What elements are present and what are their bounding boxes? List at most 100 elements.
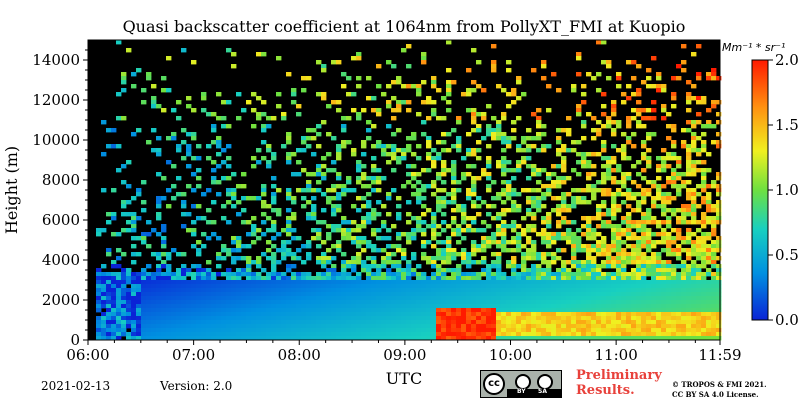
heatmap-cell xyxy=(501,112,507,117)
heatmap-cell xyxy=(591,172,597,177)
heatmap-cell xyxy=(716,220,722,225)
heatmap-cell xyxy=(711,328,717,333)
heatmap-cell xyxy=(596,212,602,217)
heatmap-cell xyxy=(531,300,537,305)
heatmap-cell xyxy=(536,272,542,277)
heatmap-cell xyxy=(441,188,447,193)
heatmap-cell xyxy=(481,304,487,309)
heatmap-cell xyxy=(376,296,382,301)
heatmap-cell xyxy=(481,332,487,337)
heatmap-cell xyxy=(156,264,162,269)
heatmap-cell xyxy=(361,220,367,225)
heatmap-cell xyxy=(201,296,207,301)
heatmap-cell xyxy=(611,324,617,329)
heatmap-cell xyxy=(321,324,327,329)
heatmap-cell xyxy=(356,272,362,277)
heatmap-cell xyxy=(536,292,542,297)
heatmap-cell xyxy=(416,112,422,117)
heatmap-cell xyxy=(106,248,112,253)
heatmap-cell xyxy=(606,212,612,217)
heatmap-cell xyxy=(206,288,212,293)
heatmap-cell xyxy=(271,116,277,121)
heatmap-cell xyxy=(246,336,252,341)
heatmap-cell xyxy=(331,332,337,337)
heatmap-cells xyxy=(96,40,722,341)
heatmap-cell xyxy=(521,296,527,301)
heatmap-cell xyxy=(426,280,432,285)
heatmap-cell xyxy=(331,100,337,105)
heatmap-cell xyxy=(191,320,197,325)
heatmap-cell xyxy=(496,300,502,305)
heatmap-cell xyxy=(716,332,722,337)
heatmap-cell xyxy=(511,316,517,321)
heatmap-cell xyxy=(701,220,707,225)
heatmap-cell xyxy=(251,260,257,265)
heatmap-cell xyxy=(396,308,402,313)
heatmap-cell xyxy=(666,296,672,301)
heatmap-cell xyxy=(426,184,432,189)
heatmap-cell xyxy=(206,336,212,341)
heatmap-cell xyxy=(266,328,272,333)
heatmap-cell xyxy=(476,328,482,333)
heatmap-cell xyxy=(406,212,412,217)
heatmap-cell xyxy=(331,336,337,341)
heatmap-cell xyxy=(681,204,687,209)
heatmap-cell xyxy=(441,160,447,165)
heatmap-cell xyxy=(466,192,472,197)
heatmap-cell xyxy=(536,336,542,341)
heatmap-cell xyxy=(461,156,467,161)
heatmap-cell xyxy=(496,268,502,273)
heatmap-cell xyxy=(151,312,157,317)
heatmap-cell xyxy=(516,240,522,245)
heatmap-cell xyxy=(476,60,482,65)
heatmap-cell xyxy=(501,272,507,277)
heatmap-cell xyxy=(391,272,397,277)
heatmap-cell xyxy=(141,296,147,301)
heatmap-cell xyxy=(366,284,372,289)
heatmap-cell xyxy=(311,336,317,341)
heatmap-cell xyxy=(441,172,447,177)
heatmap-cell xyxy=(666,244,672,249)
heatmap-cell xyxy=(321,256,327,261)
heatmap-cell xyxy=(671,300,677,305)
heatmap-cell xyxy=(676,288,682,293)
heatmap-cell xyxy=(666,224,672,229)
heatmap-cell xyxy=(576,108,582,113)
heatmap-cell xyxy=(366,136,372,141)
heatmap-cell xyxy=(461,304,467,309)
heatmap-cell xyxy=(341,304,347,309)
heatmap-cell xyxy=(221,216,227,221)
heatmap-cell xyxy=(381,236,387,241)
heatmap-cell xyxy=(496,332,502,337)
heatmap-cell xyxy=(456,284,462,289)
heatmap-cell xyxy=(166,280,172,285)
heatmap-cell xyxy=(596,204,602,209)
heatmap-cell xyxy=(141,208,147,213)
heatmap-cell xyxy=(556,236,562,241)
heatmap-cell xyxy=(706,332,712,337)
heatmap-cell xyxy=(566,276,572,281)
heatmap-cell xyxy=(381,284,387,289)
heatmap-cell xyxy=(426,224,432,229)
heatmap-cell xyxy=(611,192,617,197)
heatmap-cell xyxy=(251,296,257,301)
heatmap-cell xyxy=(586,200,592,205)
heatmap-cell xyxy=(146,336,152,341)
heatmap-cell xyxy=(516,96,522,101)
heatmap-cell xyxy=(506,332,512,337)
heatmap-cell xyxy=(421,228,427,233)
heatmap-cell xyxy=(301,260,307,265)
heatmap-cell xyxy=(306,300,312,305)
heatmap-cell xyxy=(521,308,527,313)
heatmap-cell xyxy=(556,88,562,93)
heatmap-cell xyxy=(371,164,377,169)
heatmap-cell xyxy=(231,332,237,337)
heatmap-cell xyxy=(201,312,207,317)
heatmap-cell xyxy=(681,292,687,297)
heatmap-cell xyxy=(691,316,697,321)
heatmap-cell xyxy=(481,320,487,325)
heatmap-cell xyxy=(581,120,587,125)
heatmap-cell xyxy=(316,296,322,301)
heatmap-cell xyxy=(651,328,657,333)
heatmap-cell xyxy=(696,244,702,249)
